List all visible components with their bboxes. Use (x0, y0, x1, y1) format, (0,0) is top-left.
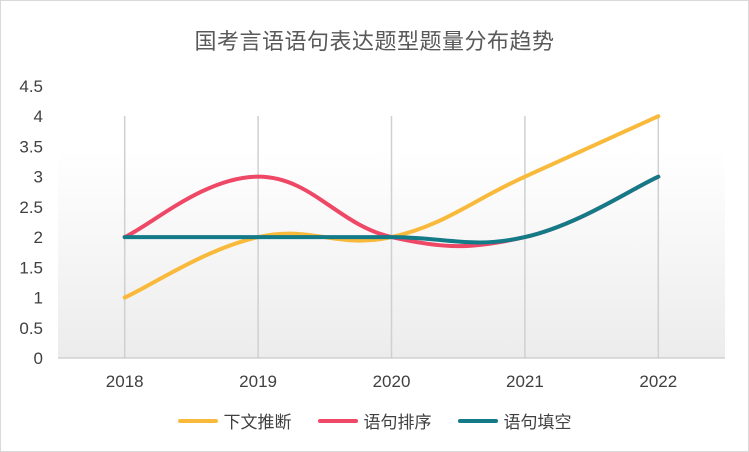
legend-label: 语句填空 (503, 413, 572, 433)
y-tick-label: 2.5 (19, 198, 43, 217)
legend-swatch (317, 418, 358, 423)
legend-label: 语句排序 (363, 413, 432, 433)
y-tick-label: 2 (34, 228, 43, 247)
legend-label: 下文推断 (223, 413, 292, 433)
legend-swatch (457, 418, 498, 423)
legend-swatch (177, 418, 218, 423)
y-tick-label: 0 (34, 349, 43, 368)
y-tick-label: 4 (34, 107, 43, 126)
y-tick-label: 3.5 (19, 137, 43, 156)
x-tick-label: 2022 (639, 372, 677, 391)
y-tick-label: 4.5 (19, 77, 43, 96)
series-lines (122, 114, 661, 300)
legend: 下文推断 语句排序 语句填空 (0, 408, 749, 433)
y-tick-label: 0.5 (19, 319, 43, 338)
legend-item-2: 语句排序 (317, 408, 432, 433)
axes: 2018 2019 2020 2021 2022 0 0.5 1 1.5 2 2.5 3 3.5 4 4.5 (19, 77, 725, 391)
x-tick-label: 2019 (239, 372, 277, 391)
y-tick-label: 1.5 (19, 258, 43, 277)
y-tick-label: 3 (34, 168, 43, 187)
x-tick-label: 2018 (106, 372, 144, 391)
y-tick-label: 1 (34, 289, 43, 308)
chart-title: 国考言语语句表达题型题量分布趋势 (194, 30, 555, 55)
x-tick-label: 2021 (506, 372, 544, 391)
series-line-3 (122, 174, 661, 245)
x-tick-label: 2020 (373, 372, 411, 391)
legend-item-1: 下文推断 (177, 408, 292, 433)
legend-item-3: 语句填空 (457, 408, 572, 433)
